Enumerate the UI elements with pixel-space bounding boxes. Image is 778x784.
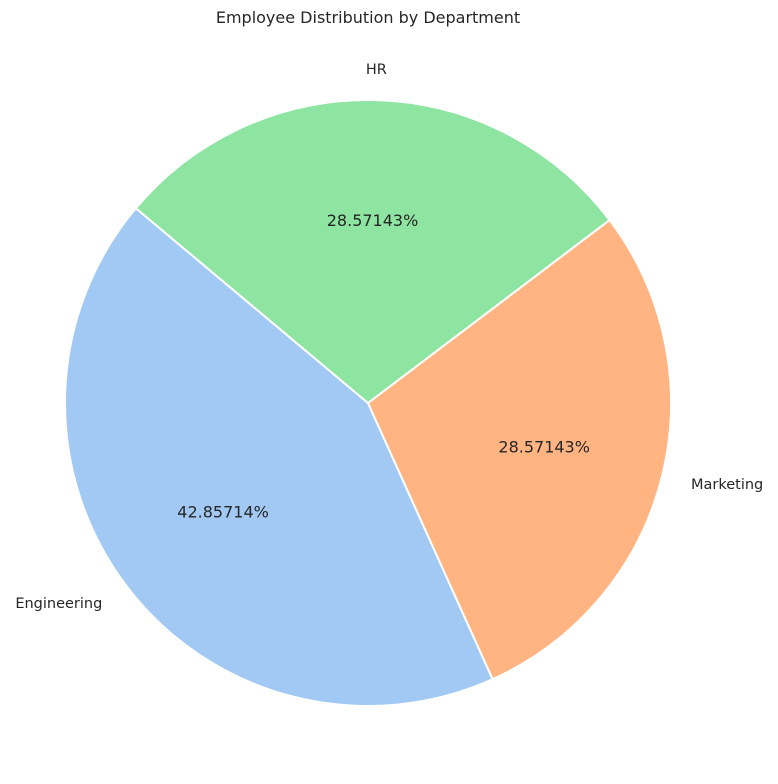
chart-title: Employee Distribution by Department bbox=[216, 8, 520, 27]
slice-label-marketing: Marketing bbox=[691, 477, 763, 493]
slice-percent-hr: 28.57143% bbox=[327, 211, 419, 230]
slice-label-engineering: Engineering bbox=[15, 596, 102, 612]
pie-slices bbox=[64, 99, 672, 707]
pie-slice-hr bbox=[134, 99, 611, 405]
slice-percent-engineering: 42.85714% bbox=[177, 502, 269, 521]
pie-slice-engineering bbox=[64, 206, 494, 707]
pie-slice-marketing bbox=[366, 218, 672, 681]
slice-label-hr: HR bbox=[366, 62, 387, 78]
pie-labels: Engineering 42.85714% Marketing 28.57143% HR… bbox=[15, 62, 763, 612]
slice-percent-marketing: 28.57143% bbox=[498, 437, 590, 456]
